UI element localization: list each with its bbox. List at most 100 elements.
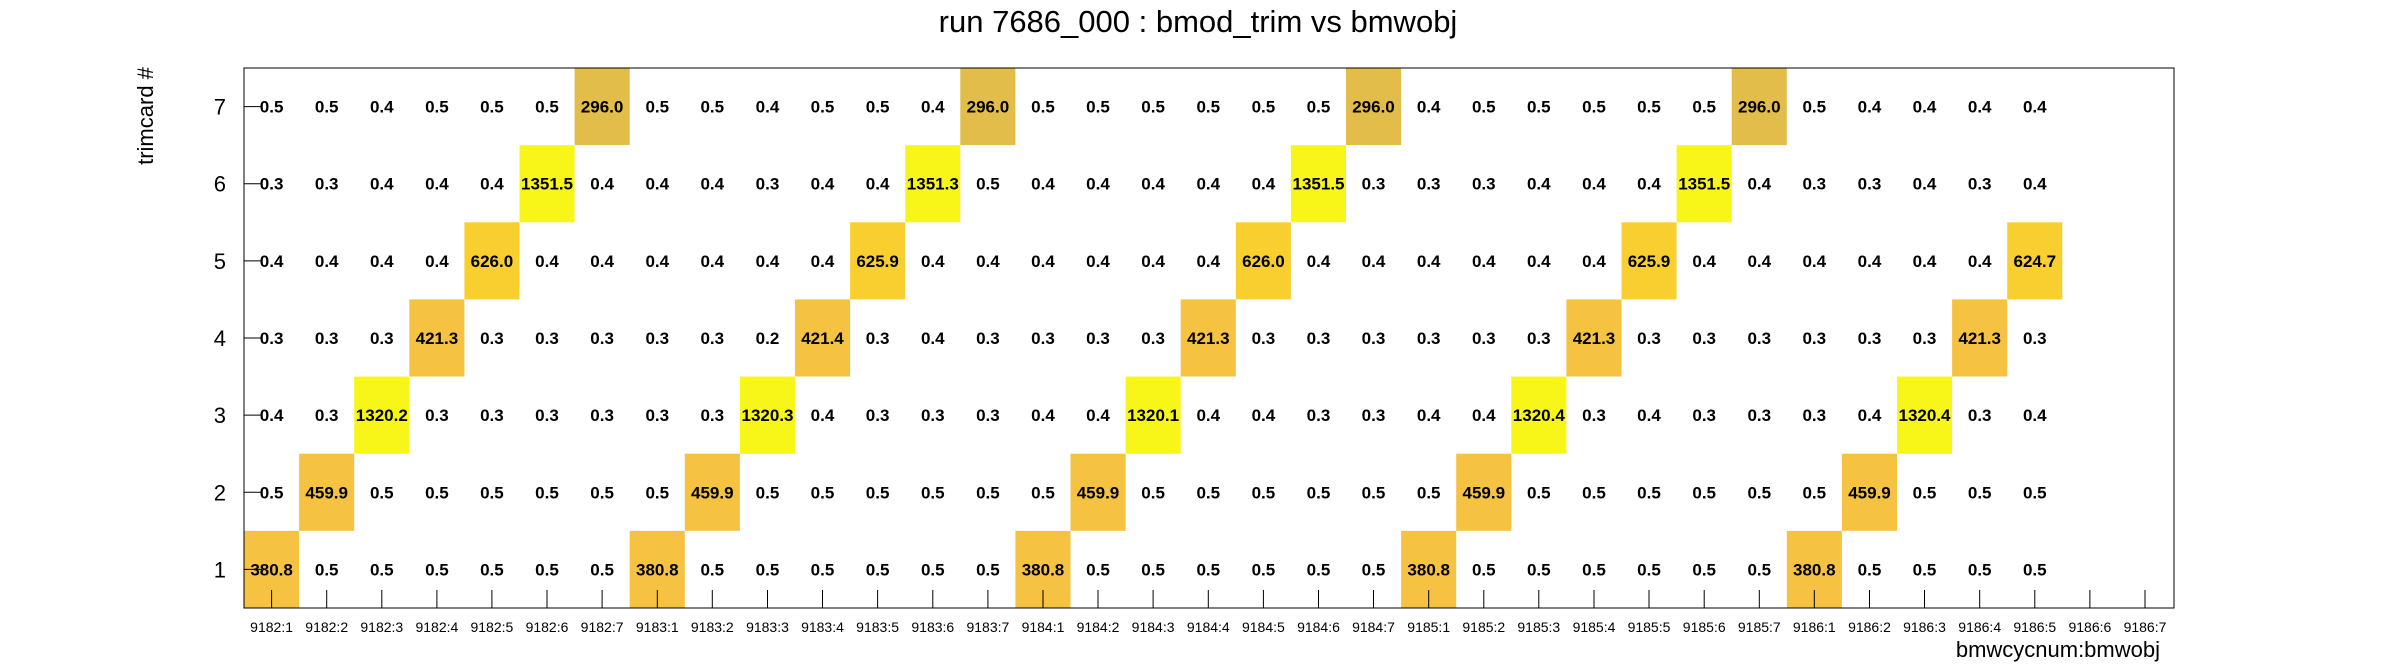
heatmap-cell <box>795 299 851 377</box>
cell-value-label: 0.4 <box>1858 406 1882 425</box>
cell-value-label: 0.3 <box>260 329 284 348</box>
cell-value-label: 0.3 <box>1802 406 1826 425</box>
y-tick-label: 5 <box>214 249 226 274</box>
x-tick-label: 9184:4 <box>1187 619 1230 635</box>
cell-value-label: 380.8 <box>1793 560 1836 579</box>
cell-value-label: 380.8 <box>1022 560 1065 579</box>
cell-value-label: 0.5 <box>866 483 890 502</box>
heatmap-cell <box>2007 222 2063 300</box>
heatmap-cell <box>1235 222 1291 300</box>
heatmap-cell <box>574 68 630 146</box>
cell-value-label: 0.4 <box>645 175 669 194</box>
x-tick-label: 9185:3 <box>1517 619 1560 635</box>
cell-value-label: 0.4 <box>260 406 284 425</box>
cell-value-label: 0.5 <box>2023 483 2047 502</box>
x-tick-label: 9183:1 <box>636 619 679 635</box>
cell-value-label: 0.5 <box>370 483 394 502</box>
cell-value-label: 0.5 <box>921 560 945 579</box>
cell-value-label: 0.5 <box>1527 560 1551 579</box>
cell-value-label: 0.3 <box>1472 175 1496 194</box>
heatmap-cell <box>1180 299 1236 377</box>
cell-value-label: 0.4 <box>1031 252 1055 271</box>
cell-value-label: 380.8 <box>250 560 293 579</box>
cell-value-label: 0.5 <box>811 98 835 117</box>
cell-value-label: 0.4 <box>700 175 724 194</box>
cell-value-label: 0.5 <box>425 98 449 117</box>
cell-value-label: 0.4 <box>480 175 504 194</box>
cell-value-label: 0.4 <box>1472 252 1496 271</box>
cell-value-label: 0.5 <box>1527 98 1551 117</box>
cell-value-label: 0.5 <box>921 483 945 502</box>
y-tick-label: 1 <box>214 557 226 582</box>
cell-value-label: 0.4 <box>1692 252 1716 271</box>
cell-value-label: 0.3 <box>700 406 724 425</box>
heatmap-cell <box>1456 453 1512 531</box>
cell-value-label: 0.4 <box>370 175 394 194</box>
x-tick-label: 9183:7 <box>966 619 1009 635</box>
x-tick-label: 9184:3 <box>1132 619 1175 635</box>
cell-value-label: 1320.3 <box>742 406 794 425</box>
cell-value-label: 0.3 <box>1141 329 1165 348</box>
cell-value-label: 459.9 <box>305 483 348 502</box>
cell-value-label: 0.3 <box>1802 175 1826 194</box>
cell-value-label: 0.5 <box>315 98 339 117</box>
cell-value-label: 626.0 <box>471 252 514 271</box>
cell-value-label: 0.5 <box>1031 483 1055 502</box>
cell-value-label: 0.4 <box>1968 98 1992 117</box>
cell-value-label: 0.5 <box>1802 98 1826 117</box>
cell-value-label: 0.3 <box>1858 329 1882 348</box>
x-tick-label: 9185:2 <box>1462 619 1505 635</box>
cell-value-label: 0.3 <box>480 406 504 425</box>
cell-value-label: 0.5 <box>811 560 835 579</box>
x-tick-label: 9186:4 <box>1958 619 2001 635</box>
cell-value-label: 0.5 <box>1968 483 1992 502</box>
cell-value-label: 0.5 <box>1747 483 1771 502</box>
cell-value-label: 0.5 <box>1141 560 1165 579</box>
cell-value-label: 0.4 <box>1141 252 1165 271</box>
cell-value-label: 626.0 <box>1242 252 1285 271</box>
heatmap-cell <box>905 145 961 223</box>
cell-value-label: 0.5 <box>1252 98 1276 117</box>
cell-value-label: 0.4 <box>1086 252 1110 271</box>
cell-value-label: 0.5 <box>1582 483 1606 502</box>
cell-value-label: 0.3 <box>425 406 449 425</box>
cell-value-label: 0.5 <box>1417 483 1441 502</box>
cell-value-label: 0.3 <box>866 406 890 425</box>
cell-value-label: 0.5 <box>535 483 559 502</box>
x-tick-label: 9182:2 <box>305 619 348 635</box>
cell-value-label: 1320.1 <box>1127 406 1179 425</box>
cell-value-label: 0.3 <box>260 175 284 194</box>
cell-value-label: 0.3 <box>2023 329 2047 348</box>
heatmap-cell <box>1897 376 1953 454</box>
cell-value-label: 380.8 <box>1407 560 1450 579</box>
x-tick-label: 9185:1 <box>1407 619 1450 635</box>
heatmap-cell <box>299 453 355 531</box>
cell-value-label: 0.3 <box>1968 406 1992 425</box>
cell-value-label: 0.5 <box>2023 560 2047 579</box>
cell-value-label: 625.9 <box>1628 252 1671 271</box>
cell-value-label: 0.5 <box>1637 98 1661 117</box>
cell-value-label: 0.4 <box>2023 98 2047 117</box>
cell-value-label: 0.3 <box>1802 329 1826 348</box>
x-tick-label: 9184:6 <box>1297 619 1340 635</box>
cell-value-label: 0.5 <box>1968 560 1992 579</box>
cell-value-label: 0.4 <box>1196 175 1220 194</box>
cell-value-label: 0.3 <box>1637 329 1661 348</box>
cell-value-label: 0.5 <box>976 560 1000 579</box>
cell-value-label: 0.5 <box>1196 98 1220 117</box>
cell-value-label: 0.4 <box>425 252 449 271</box>
cell-value-label: 421.3 <box>416 329 459 348</box>
cell-value-label: 0.5 <box>425 560 449 579</box>
heatmap-cell <box>960 68 1016 146</box>
cell-value-label: 0.5 <box>1086 98 1110 117</box>
cell-value-label: 0.4 <box>1913 175 1937 194</box>
cell-value-label: 0.5 <box>1086 560 1110 579</box>
cell-value-label: 0.4 <box>1196 252 1220 271</box>
cell-value-label: 0.3 <box>480 329 504 348</box>
cell-value-label: 0.4 <box>921 252 945 271</box>
cell-value-label: 0.3 <box>315 329 339 348</box>
cell-value-label: 0.3 <box>1362 329 1386 348</box>
x-tick-label: 9183:6 <box>911 619 954 635</box>
cell-value-label: 0.3 <box>976 406 1000 425</box>
cell-value-label: 0.5 <box>1252 483 1276 502</box>
